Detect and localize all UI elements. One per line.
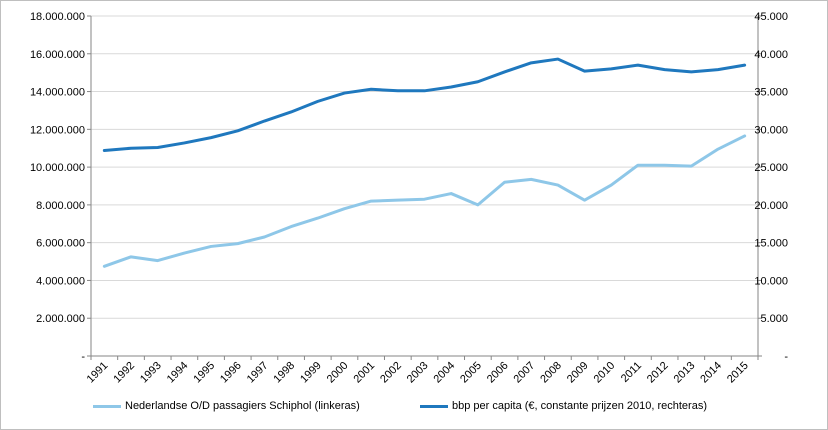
x-axis-tick-label: 2006 (485, 360, 511, 386)
series-line-passengers (102, 134, 747, 268)
right-axis-tick-label: - (784, 351, 788, 363)
left-axis-tick-label: 4.000.000 (36, 275, 85, 287)
series-lines (102, 57, 747, 268)
left-axis-tick-label: 12.000.000 (30, 124, 85, 136)
legend-label-gdp: bbp per capita (€, constante prijzen 201… (452, 400, 707, 412)
x-axis-tick-label: 2013 (672, 360, 698, 386)
x-axis-tick-label: 2001 (351, 360, 377, 386)
x-axis-tick-label: 2005 (458, 360, 484, 386)
line-chart: - 2.000.000 4.000.000 6.000.000 8.000.000 10.… (30, 11, 788, 386)
left-axis-tick-label: 18.000.000 (30, 11, 85, 23)
x-axis-tick-label: 2015 (725, 360, 751, 386)
right-axis-tick-label: 25.000 (754, 162, 788, 174)
left-axis-tick-label: 2.000.000 (36, 313, 85, 325)
legend-swatch-passengers (93, 404, 121, 408)
x-axis-tick-label: 1992 (111, 360, 137, 386)
x-axis-tick-label: 2002 (378, 360, 404, 386)
left-axis-tick-label: 8.000.000 (36, 200, 85, 212)
right-axis-tick-label: 15.000 (754, 238, 788, 250)
x-axis-tick-label: 1995 (191, 360, 217, 386)
legend-item-gdp: bbp per capita (€, constante prijzen 201… (420, 400, 707, 412)
legend-item-passengers: Nederlandse O/D passagiers Schiphol (lin… (93, 400, 360, 412)
x-axis-tick-label: 2007 (512, 360, 538, 386)
x-axis-tick-label: 2003 (405, 360, 431, 386)
x-axis-tick-label: 2014 (698, 360, 724, 386)
x-axis-tick-label: 1993 (138, 360, 164, 386)
x-axis-tick-labels: 1991 1992 1993 1994 1995 1996 1997 1998 1999 2000… (85, 360, 751, 386)
legend-swatch-gdp (420, 404, 448, 408)
left-axis-tick-label: 6.000.000 (36, 238, 85, 250)
axes (87, 15, 762, 360)
x-axis-tick-label: 2012 (645, 360, 671, 386)
left-axis-tick-label: 16.000.000 (30, 49, 85, 61)
right-axis-tick-label: 40.000 (754, 49, 788, 61)
x-axis-tick-label: 1998 (271, 360, 297, 386)
x-axis-tick-label: 1991 (85, 360, 111, 386)
right-axis-tick-label: 45.000 (754, 11, 788, 23)
right-axis-tick-label: 20.000 (754, 200, 788, 212)
right-axis-tick-label: 10.000 (754, 275, 788, 287)
x-axis-tick-label: 1999 (298, 360, 324, 386)
legend-label-passengers: Nederlandse O/D passagiers Schiphol (lin… (125, 400, 360, 412)
left-axis-tick-label: 10.000.000 (30, 162, 85, 174)
x-axis-tick-label: 2010 (592, 360, 618, 386)
series-line-gdp (102, 57, 747, 152)
x-axis-tick-label: 2009 (565, 360, 591, 386)
x-axis-tick-label: 1996 (218, 360, 244, 386)
x-axis-tick-label: 2000 (325, 360, 351, 386)
x-axis-tick-label: 1997 (245, 360, 271, 386)
left-axis-tick-label: - (81, 351, 85, 363)
left-axis-tick-labels: - 2.000.000 4.000.000 6.000.000 8.000.000 10.… (30, 11, 85, 363)
gridlines (91, 15, 758, 357)
right-axis-tick-label: 5.000 (760, 313, 788, 325)
left-axis-tick-label: 14.000.000 (30, 87, 85, 99)
right-axis-tick-label: 30.000 (754, 124, 788, 136)
right-axis-tick-label: 35.000 (754, 87, 788, 99)
right-axis-tick-labels: - 5.000 10.000 15.000 20.000 25.000 30.000 35.0… (754, 11, 788, 363)
x-axis-tick-label: 1994 (165, 360, 191, 386)
x-axis-tick-label: 2008 (538, 360, 564, 386)
x-axis-tick-label: 2004 (432, 360, 458, 386)
x-axis-tick-label: 2011 (619, 360, 644, 385)
legend: Nederlandse O/D passagiers Schiphol (lin… (0, 400, 828, 420)
